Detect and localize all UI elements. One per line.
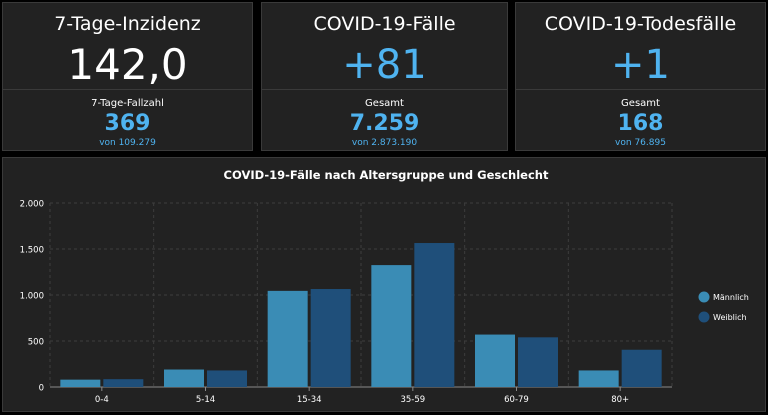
card-header: 7-Tage-Inzidenz 142,0 [3, 3, 252, 90]
x-tick-label: 15-34 [297, 395, 322, 405]
x-tick-label: 60-79 [504, 395, 529, 405]
bar-male-15-34 [267, 290, 308, 387]
card-title: 7-Tage-Inzidenz [54, 13, 201, 35]
x-tick-label: 35-59 [400, 395, 425, 405]
y-tick-label: 0 [39, 384, 44, 394]
card-title: COVID-19-Todesfälle [544, 13, 737, 35]
y-tick-label: 500 [28, 338, 44, 348]
incidence-card: 7-Tage-Inzidenz 142,0 7-Tage-Fallzahl 36… [2, 2, 253, 151]
bar-female-80+ [621, 349, 662, 387]
card-header: COVID-19-Fälle +81 [262, 3, 507, 90]
y-tick-label: 1.500 [20, 246, 44, 256]
card-sub-note: von 2.873.190 [351, 138, 418, 148]
card-sub-label: 7-Tage-Fallzahl [91, 98, 164, 109]
bar-female-60-79 [518, 337, 558, 387]
card-sub-value: 7.259 [349, 111, 420, 136]
deaths-card: COVID-19-Todesfälle +1 Gesamt 168 von 76… [515, 2, 766, 151]
card-sub-note: von 76.895 [615, 138, 666, 148]
legend-label: Männlich [713, 293, 749, 302]
card-main-value: +81 [342, 42, 427, 88]
age-gender-bar-chart: COVID-19-Fälle nach Altersgruppe und Ges… [20, 168, 749, 405]
x-tick-label: 80+ [611, 395, 629, 405]
bar-female-35-59 [414, 243, 455, 387]
bar-female-15-34 [310, 289, 351, 387]
cases-card: COVID-19-Fälle +81 Gesamt 7.259 von 2.87… [261, 2, 508, 151]
y-tick-label: 2.000 [20, 200, 44, 210]
card-main-value: 142,0 [67, 40, 188, 89]
bar-male-60-79 [475, 334, 515, 387]
legend-swatch [698, 311, 710, 323]
card-title: COVID-19-Fälle [313, 13, 456, 35]
x-tick-label: 0-4 [95, 395, 109, 405]
bar-male-5-14 [164, 369, 204, 387]
bar-female-5-14 [207, 370, 247, 387]
x-tick-label: 5-14 [196, 395, 215, 405]
y-tick-label: 1.000 [20, 292, 44, 302]
legend-swatch [698, 291, 710, 303]
bar-male-0-4 [60, 379, 101, 387]
legend-label: Weiblich [713, 313, 747, 322]
chart-title: COVID-19-Fälle nach Altersgruppe und Ges… [224, 168, 549, 182]
card-sub-value: 369 [104, 111, 151, 136]
bar-male-35-59 [371, 265, 412, 387]
card-sub-label: Gesamt [365, 98, 404, 109]
bar-male-80+ [578, 370, 619, 387]
age-gender-chart-panel: COVID-19-Fälle nach Altersgruppe und Ges… [2, 157, 766, 412]
card-main-value: +1 [611, 42, 670, 88]
bar-female-0-4 [103, 379, 144, 387]
card-sub-note: von 109.279 [99, 138, 156, 148]
card-header: COVID-19-Todesfälle +1 [516, 3, 765, 90]
card-sub-value: 168 [617, 111, 664, 136]
card-sub-label: Gesamt [621, 98, 660, 109]
